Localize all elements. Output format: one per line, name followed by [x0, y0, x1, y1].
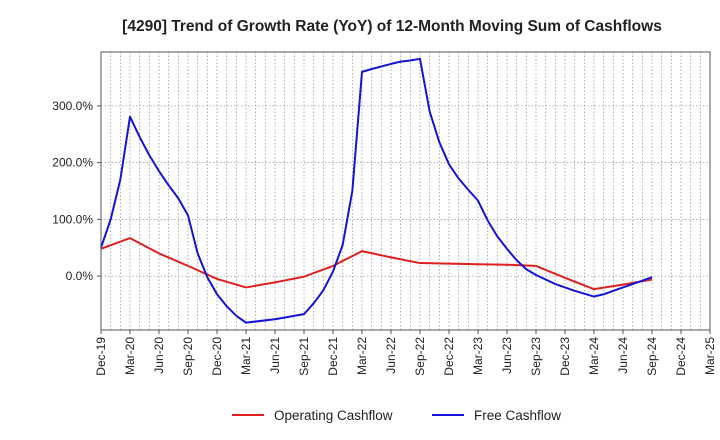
x-tick-label: Jun-24 — [616, 337, 630, 374]
x-tick-label: Dec-23 — [558, 337, 572, 376]
x-axis: Dec-19 Mar-20 Jun-20 Sep-20 Dec-20 Mar-21 Jun-… — [94, 330, 717, 376]
chart-title: [4290] Trend of Growth Rate (YoY) of 12-… — [122, 18, 662, 35]
plot-border — [100, 51, 711, 331]
x-tick-label: Dec-21 — [326, 337, 340, 376]
x-tick-label: Mar-23 — [471, 337, 485, 375]
x-tick-label: Mar-24 — [587, 337, 601, 375]
y-tick-label: 300.0% — [52, 99, 93, 113]
x-tick-label: Mar-25 — [703, 337, 717, 375]
x-tick-label: Sep-20 — [181, 337, 195, 376]
legend: Operating Cashflow Free Cashflow — [232, 408, 561, 423]
legend-label-free-cashflow: Free Cashflow — [474, 408, 561, 423]
x-tick-label: Sep-24 — [645, 337, 659, 376]
x-tick-label: Mar-20 — [123, 337, 137, 375]
y-axis: 300.0% 200.0% 100.0% 0.0% — [52, 99, 101, 283]
x-tick-label: Jun-23 — [500, 337, 514, 374]
x-tick-label: Sep-21 — [297, 337, 311, 376]
series-lines — [100, 57, 653, 324]
plot-background — [101, 52, 710, 330]
x-tick-label: Jun-22 — [384, 337, 398, 374]
x-tick-label: Mar-22 — [355, 337, 369, 375]
legend-label-operating-cashflow: Operating Cashflow — [274, 408, 393, 423]
x-tick-label: Dec-24 — [674, 337, 688, 376]
y-tick-label: 0.0% — [66, 269, 94, 283]
series-line-free-cashflow — [100, 57, 653, 324]
x-tick-label: Jun-21 — [268, 337, 282, 374]
x-tick-label: Dec-22 — [442, 337, 456, 376]
y-tick-label: 100.0% — [52, 212, 93, 226]
x-tick-label: Mar-21 — [239, 337, 253, 375]
y-tick-label: 200.0% — [52, 156, 93, 170]
x-tick-label: Sep-23 — [529, 337, 543, 376]
x-tick-label: Sep-22 — [413, 337, 427, 376]
x-tick-label: Jun-20 — [152, 337, 166, 374]
x-tick-label: Dec-19 — [94, 337, 108, 376]
x-tick-label: Dec-20 — [210, 337, 224, 376]
series-line-operating-cashflow — [100, 237, 653, 291]
plot-area — [100, 51, 711, 331]
